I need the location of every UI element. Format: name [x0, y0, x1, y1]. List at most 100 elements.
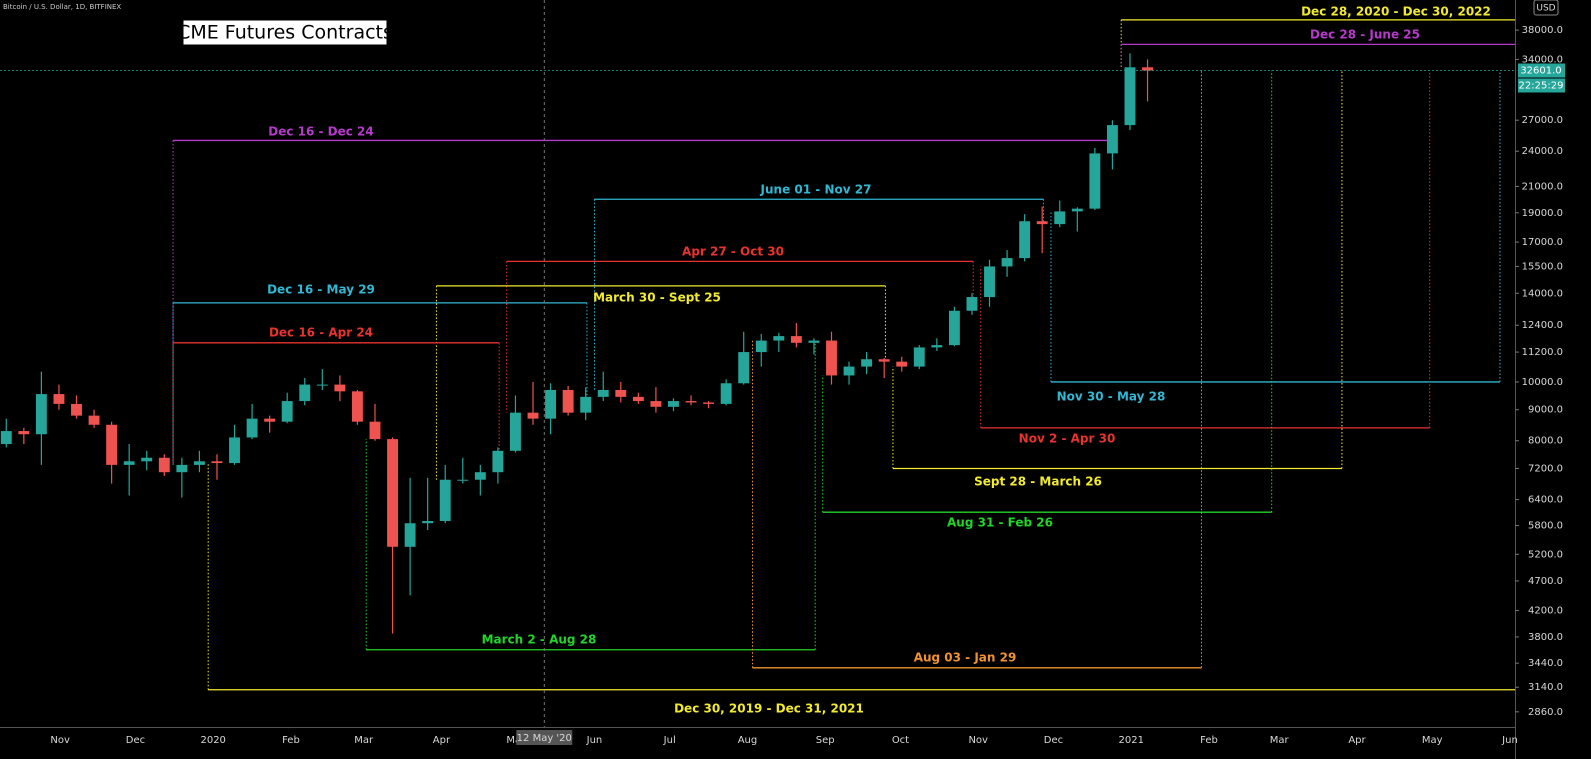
y-tick-label: 4200.0 — [1528, 606, 1563, 617]
candle-body — [404, 523, 416, 547]
candle-body — [474, 472, 486, 480]
candle-body — [439, 479, 451, 521]
candle-body — [1124, 67, 1136, 126]
contract-label: Dec 30, 2019 - Dec 31, 2021 — [674, 702, 864, 716]
crosshair-label: 12 May '20 — [517, 733, 572, 744]
candle-body — [71, 403, 82, 416]
candle-body — [1019, 221, 1031, 259]
candle-body — [299, 384, 311, 402]
x-tick-label: Sep — [816, 735, 835, 746]
price-label-box — [1518, 63, 1565, 78]
price-label: 32601.0 — [1520, 65, 1561, 76]
y-tick-label: 14000.0 — [1522, 288, 1563, 299]
candle-body — [281, 401, 293, 422]
plot-area — [0, 0, 1515, 727]
contract-label: Dec 16 - Apr 24 — [269, 326, 373, 340]
crosshair-label-box — [516, 730, 573, 745]
candle-body — [492, 450, 504, 473]
title-box — [182, 19, 388, 46]
candle-body — [369, 421, 381, 440]
contract-label: Dec 28, 2020 - Dec 30, 2022 — [1301, 5, 1491, 19]
candle-body — [668, 401, 679, 407]
candle-body — [545, 389, 557, 419]
y-tick-label: 6400.0 — [1528, 495, 1563, 506]
candle-body — [808, 340, 820, 343]
candle-body — [35, 394, 47, 435]
candle-body — [351, 391, 363, 422]
candle-body — [18, 431, 30, 435]
y-tick-label: 8000.0 — [1528, 436, 1563, 447]
y-tick-label: 27000.0 — [1522, 115, 1563, 126]
candle-body — [685, 401, 697, 403]
contract-label: Dec 16 - Dec 24 — [268, 125, 374, 139]
candle-body — [1036, 221, 1048, 225]
countdown-box — [1518, 78, 1565, 93]
y-tick-label: 3800.0 — [1528, 632, 1563, 643]
x-tick-label: 2021 — [1119, 735, 1144, 746]
contract-label: March 30 - Sept 25 — [593, 291, 721, 305]
contract-label: Nov 2 - Apr 30 — [1019, 432, 1116, 446]
x-tick-label: Feb — [1200, 735, 1218, 746]
contract-label: Aug 31 - Feb 26 — [947, 516, 1053, 530]
candle-body — [211, 461, 223, 464]
candle-body — [597, 389, 609, 397]
candle-body — [562, 389, 574, 413]
y-tick-label: 7200.0 — [1528, 464, 1563, 475]
candle-body — [984, 266, 995, 298]
x-tick-label: Jul — [663, 735, 676, 746]
candle-body — [334, 384, 346, 392]
currency-label[interactable]: USD — [1536, 4, 1555, 14]
candle-body — [193, 461, 205, 465]
candle-body — [510, 412, 521, 451]
candle-body — [650, 401, 662, 407]
contract-label: Dec 28 - June 25 — [1310, 28, 1420, 42]
candle-body — [948, 310, 960, 346]
candle-body — [422, 520, 434, 524]
x-tick-label: 2020 — [200, 735, 225, 746]
candle-body — [773, 336, 785, 341]
candle-body — [896, 361, 908, 367]
candle-body — [176, 464, 188, 473]
candle-body — [703, 402, 715, 404]
candle-body — [246, 418, 258, 438]
y-tick-label: 4700.0 — [1528, 576, 1563, 587]
candle-body — [966, 297, 978, 311]
contract-label: Aug 03 - Jan 29 — [914, 651, 1017, 665]
x-tick-label: Oct — [892, 735, 909, 746]
x-tick-label: Dec — [1044, 735, 1063, 746]
candle-body — [229, 437, 240, 464]
candle-body — [1142, 67, 1153, 71]
y-tick-label: 12400.0 — [1522, 320, 1563, 331]
x-tick-label: Apr — [1348, 735, 1366, 746]
candle-body — [1001, 258, 1013, 267]
y-tick-label: 3140.0 — [1528, 682, 1563, 693]
y-tick-label: 11200.0 — [1522, 347, 1563, 358]
candle-body — [53, 394, 65, 404]
candle-body — [790, 336, 802, 343]
countdown-label: 22:25:29 — [1519, 80, 1564, 91]
candle-body — [755, 340, 767, 353]
chart-subtitle: Bitcoin / U.S. Dollar, 1D, BITFINEX — [3, 3, 121, 11]
y-tick-label: 5200.0 — [1528, 549, 1563, 560]
axes: 38000.0 34000.0 27000.0 24000.0 21000.0 19000… — [50, 25, 1563, 746]
candle-body — [1106, 125, 1118, 154]
candle-body — [1089, 153, 1101, 209]
candle-body — [720, 383, 732, 404]
candle-body — [264, 418, 276, 422]
x-tick-label: Aug — [738, 735, 758, 746]
contract-label: Nov 30 - May 28 — [1057, 390, 1166, 404]
candle-body — [387, 439, 398, 547]
candle-body — [861, 359, 873, 367]
candle-body — [1071, 208, 1083, 212]
contract-label: Dec 16 - May 29 — [267, 283, 375, 297]
y-tick-label: 38000.0 — [1522, 25, 1563, 36]
x-tick-label: Nov — [968, 735, 988, 746]
candle-body — [738, 352, 750, 384]
currency-box[interactable] — [1533, 0, 1559, 16]
y-tick-label: 34000.0 — [1522, 54, 1563, 65]
chart-title: CME Futures Contracts — [177, 22, 393, 44]
candle-body — [527, 412, 539, 419]
